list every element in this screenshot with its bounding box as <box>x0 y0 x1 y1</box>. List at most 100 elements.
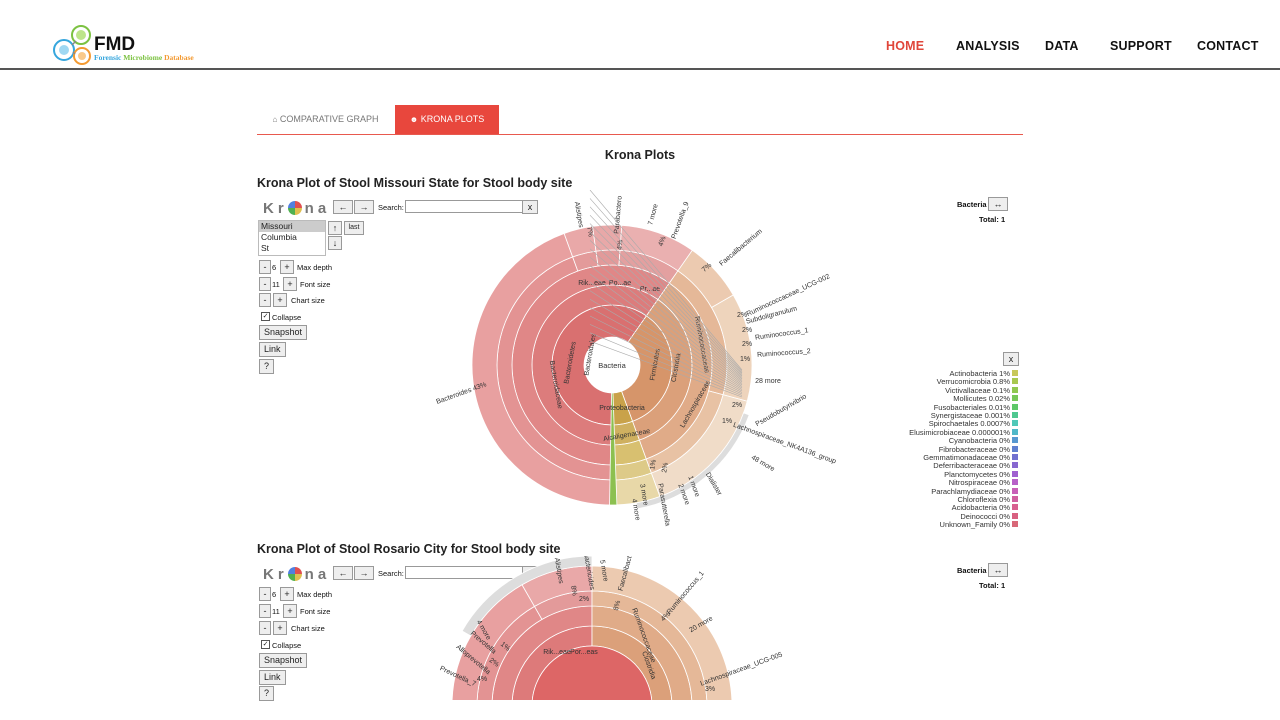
dataset-option[interactable]: Missouri <box>259 221 325 232</box>
nav-contact[interactable]: CONTACT <box>1197 39 1259 53</box>
legend-value: 0% <box>999 453 1010 462</box>
font-plus-button[interactable]: + <box>283 604 297 618</box>
wedge-bacteroidetes[interactable] <box>531 645 653 700</box>
dataset-up-button[interactable]: ↑ <box>328 221 342 235</box>
legend-value: 0% <box>999 436 1010 446</box>
label-faecalibacterium: Faecalibacterium <box>718 228 763 268</box>
dataset-last-button[interactable]: last <box>344 221 364 235</box>
chart-size-label: Chart size <box>291 624 325 633</box>
legend-name: Fibrobacteraceae <box>938 444 1000 454</box>
help-button[interactable]: ? <box>259 686 275 701</box>
legend-item[interactable]: Victivallaceae 0.1% <box>880 386 1010 395</box>
max-depth-label: Max depth <box>297 590 333 599</box>
link-button[interactable]: Link <box>259 670 286 685</box>
legend-item[interactable]: Nitrospiraceae 0% <box>880 478 1010 487</box>
legend-item[interactable]: Chloroflexia 0% <box>880 495 1010 504</box>
wedge-actinobacteria[interactable] <box>609 392 618 506</box>
depth-minus-button[interactable]: - <box>259 587 271 601</box>
legend-item[interactable]: Deinococci 0% <box>880 512 1010 521</box>
chart-plus-button[interactable]: + <box>273 621 287 635</box>
legend-item[interactable]: Parachlamydiaceae 0% <box>880 487 1010 496</box>
leader-line <box>589 324 743 395</box>
font-plus-button[interactable]: + <box>283 277 297 291</box>
depth-plus-button[interactable]: + <box>280 260 294 274</box>
label-pct: 8% <box>613 600 622 612</box>
legend-item[interactable]: Synergistaceae 0.001% <box>880 411 1010 420</box>
link-button[interactable]: Link <box>259 342 286 357</box>
nav-data[interactable]: DATA <box>1045 39 1079 53</box>
legend-item[interactable]: Acidobacteria 0% <box>880 503 1010 512</box>
chart-minus-button[interactable]: - <box>259 621 271 635</box>
back-button[interactable]: ← <box>333 200 353 214</box>
max-depth-value: 6 <box>272 590 277 599</box>
legend-item[interactable]: Elusimicrobiaceae 0.000001% <box>880 428 1010 437</box>
help-button[interactable]: ? <box>259 359 275 374</box>
snapshot-button[interactable]: Snapshot <box>259 653 308 668</box>
label-parabacteroides: Parabactero <box>613 195 623 234</box>
nav-support[interactable]: SUPPORT <box>1110 39 1172 53</box>
legend-value: 0.1% <box>992 385 1010 395</box>
wedge-more-rim[interactable] <box>635 412 750 510</box>
wedge-faecalibacterium[interactable] <box>591 565 733 700</box>
font-size-value: 11 <box>272 280 280 289</box>
legend-name: Unknown_Family <box>939 520 1000 530</box>
collapse-checkbox[interactable]: ✓ <box>261 640 270 649</box>
plot-tabs: ⌂ COMPARATIVE GRAPH ☻ KRONA PLOTS <box>257 105 1023 135</box>
legend-name: Nitrospiraceae <box>948 478 1000 488</box>
legend-item[interactable]: Deferribacteraceae 0% <box>880 461 1010 470</box>
legend-item[interactable]: Planctomycetes 0% <box>880 470 1010 479</box>
search-label: Search: <box>378 203 404 212</box>
legend-item[interactable]: Fusobacteriales 0.01% <box>880 403 1010 412</box>
forward-button[interactable]: → <box>354 566 374 580</box>
label-pct: 2% <box>579 596 589 603</box>
legend-item[interactable]: Spirochaetales 0.0007% <box>880 419 1010 428</box>
dataset-down-button[interactable]: ↓ <box>328 236 342 250</box>
back-button[interactable]: ← <box>333 566 353 580</box>
nav-analysis[interactable]: ANALYSIS <box>956 39 1020 53</box>
legend-item[interactable]: Cyanobacteria 0% <box>880 436 1010 445</box>
wedge-porphyromonadaceae[interactable] <box>595 249 621 267</box>
legend-item[interactable]: Unknown_Family 0% <box>880 520 1010 529</box>
legend-item[interactable]: Verrucomicrobia 0.8% <box>880 377 1010 386</box>
legend-swatch <box>1012 445 1018 452</box>
font-minus-button[interactable]: - <box>259 277 271 291</box>
collapse-checkbox[interactable]: ✓ <box>261 312 270 321</box>
dataset-option[interactable]: Columbia <box>261 232 297 242</box>
label-prevotella9: Prevotella_9 <box>671 201 691 240</box>
navbar: FMD Forensic Microbiome Database HOME AN… <box>0 0 1280 70</box>
chart-minus-button[interactable]: - <box>259 293 271 307</box>
legend-name: Gemmatimonadaceae <box>923 453 1000 462</box>
chart-size-label: Chart size <box>291 296 325 305</box>
tab-comparative-graph[interactable]: ⌂ COMPARATIVE GRAPH <box>272 114 379 124</box>
brand-subtitle: Forensic Microbiome Database <box>94 53 194 62</box>
dataset-select[interactable]: Missouri Columbia St <box>258 220 326 256</box>
tab-krona-plots[interactable]: ☻ KRONA PLOTS <box>395 105 499 134</box>
legend-item[interactable]: Mollicutes 0.02% <box>880 394 1010 403</box>
dataset-option[interactable]: St <box>261 243 270 253</box>
depth-plus-button[interactable]: + <box>280 587 294 601</box>
legend-name: Chloroflexia <box>957 495 1000 504</box>
nav-home[interactable]: HOME <box>886 39 925 53</box>
snapshot-button[interactable]: Snapshot <box>259 325 308 340</box>
legend-item[interactable]: Gemmatimonadaceae 0% <box>880 453 1010 462</box>
label-porphyromonadaceae: Po...ae <box>609 280 631 287</box>
wedge-more-rim[interactable] <box>461 556 593 637</box>
clear-search-button[interactable]: x <box>522 200 538 214</box>
fmd-logo[interactable]: FMD Forensic Microbiome Database <box>52 24 222 68</box>
close-legend-button[interactable]: x <box>1003 352 1019 366</box>
depth-minus-button[interactable]: - <box>259 260 271 274</box>
legend-swatch <box>1012 454 1018 460</box>
legend-item[interactable]: Fibrobacteraceae 0% <box>880 445 1010 454</box>
chart-plus-button[interactable]: + <box>273 293 287 307</box>
legend-value: 0% <box>999 511 1010 521</box>
legend-swatch <box>1012 420 1018 427</box>
forward-button[interactable]: → <box>354 200 374 214</box>
legend-name: Deferribacteraceae <box>933 461 1000 471</box>
legend-item[interactable]: Actinobacteria 1% <box>880 369 1010 378</box>
expand-details-button[interactable]: ↔ <box>988 563 1008 577</box>
expand-details-button[interactable]: ↔ <box>988 197 1008 211</box>
collapse-label: Collapse <box>272 641 302 650</box>
font-minus-button[interactable]: - <box>259 604 271 618</box>
